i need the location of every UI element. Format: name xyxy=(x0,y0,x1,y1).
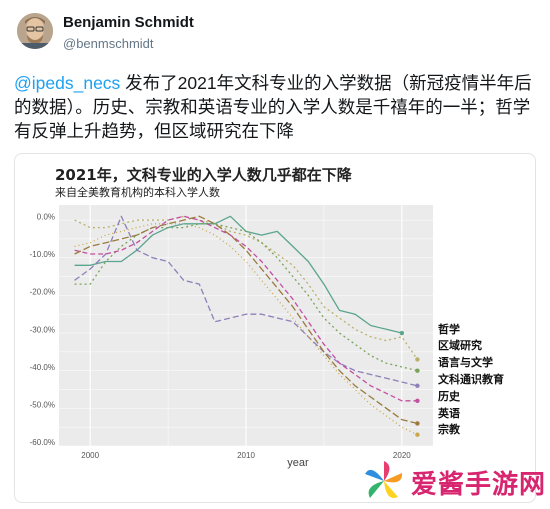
line-chart: 2021年，文科专业的入学人数几乎都在下降 来自全美教育机构的本科入学人数 0.… xyxy=(30,166,504,469)
end-label: 语言与文学 xyxy=(438,355,493,369)
series-line xyxy=(74,215,402,334)
x-tick-label: 2000 xyxy=(81,451,99,460)
author-name[interactable]: Benjamin Schmidt xyxy=(63,14,194,31)
end-label: 历史 xyxy=(438,389,461,403)
series-line xyxy=(74,223,418,436)
end-label: 区域研究 xyxy=(438,338,482,352)
pinwheel-logo-icon xyxy=(365,461,403,498)
mention-link[interactable]: @ipeds_necs xyxy=(14,73,121,93)
y-tick-label: -50.0% xyxy=(30,401,55,410)
y-tick-label: -10.0% xyxy=(30,250,55,259)
y-tick-label: -30.0% xyxy=(30,325,55,334)
avatar[interactable] xyxy=(17,13,53,49)
x-axis-label: year xyxy=(287,457,309,469)
y-tick-label: -40.0% xyxy=(30,363,55,372)
end-label: 宗教 xyxy=(438,422,461,436)
chart-title: 2021年，文科专业的入学人数几乎都在下降 xyxy=(55,166,353,184)
tweet-body: 发布了2021年文科专业的入学数据（新冠疫情半年后的数据）。历史、宗教和英语专业… xyxy=(14,73,532,141)
tweet-text: @ipeds_necs 发布了2021年文科专业的入学数据（新冠疫情半年后的数据… xyxy=(14,71,534,143)
end-label: 文科通识教育 xyxy=(438,372,504,386)
series-end-point xyxy=(415,421,420,426)
avatar-portrait xyxy=(17,13,53,49)
y-tick-label: 0.0% xyxy=(37,212,55,221)
end-label: 哲学 xyxy=(438,322,460,336)
y-tick-label: -20.0% xyxy=(30,288,55,297)
series-end-point xyxy=(415,357,420,362)
series-end-point xyxy=(415,398,420,404)
series-line xyxy=(74,215,418,425)
watermark-text: 爱酱手游网 xyxy=(411,470,547,500)
y-tick-label: -60.0% xyxy=(30,438,55,447)
plot-area: 0.0% -10.0% -20.0% -30.0% -40.0% -50.0% -60.0%… xyxy=(30,205,504,460)
site-watermark: 爱酱手游网 xyxy=(361,458,545,504)
series-line xyxy=(74,215,418,387)
series-line xyxy=(74,223,418,372)
series-line xyxy=(74,215,418,402)
chart-subtitle: 来自全美教育机构的本科入学人数 xyxy=(55,185,220,199)
chart-image[interactable]: 2021年，文科专业的入学人数几乎都在下降 来自全美教育机构的本科入学人数 0.… xyxy=(14,153,536,503)
end-label: 英语 xyxy=(437,406,460,420)
author-handle[interactable]: @benmschmidt xyxy=(63,36,154,51)
series-end-point xyxy=(415,368,420,373)
x-tick-label: 2010 xyxy=(237,451,255,460)
x-tick-label: 2020 xyxy=(393,451,411,460)
series-end-point xyxy=(415,383,420,388)
series-end-point xyxy=(399,330,405,336)
series-end-point xyxy=(415,432,420,437)
